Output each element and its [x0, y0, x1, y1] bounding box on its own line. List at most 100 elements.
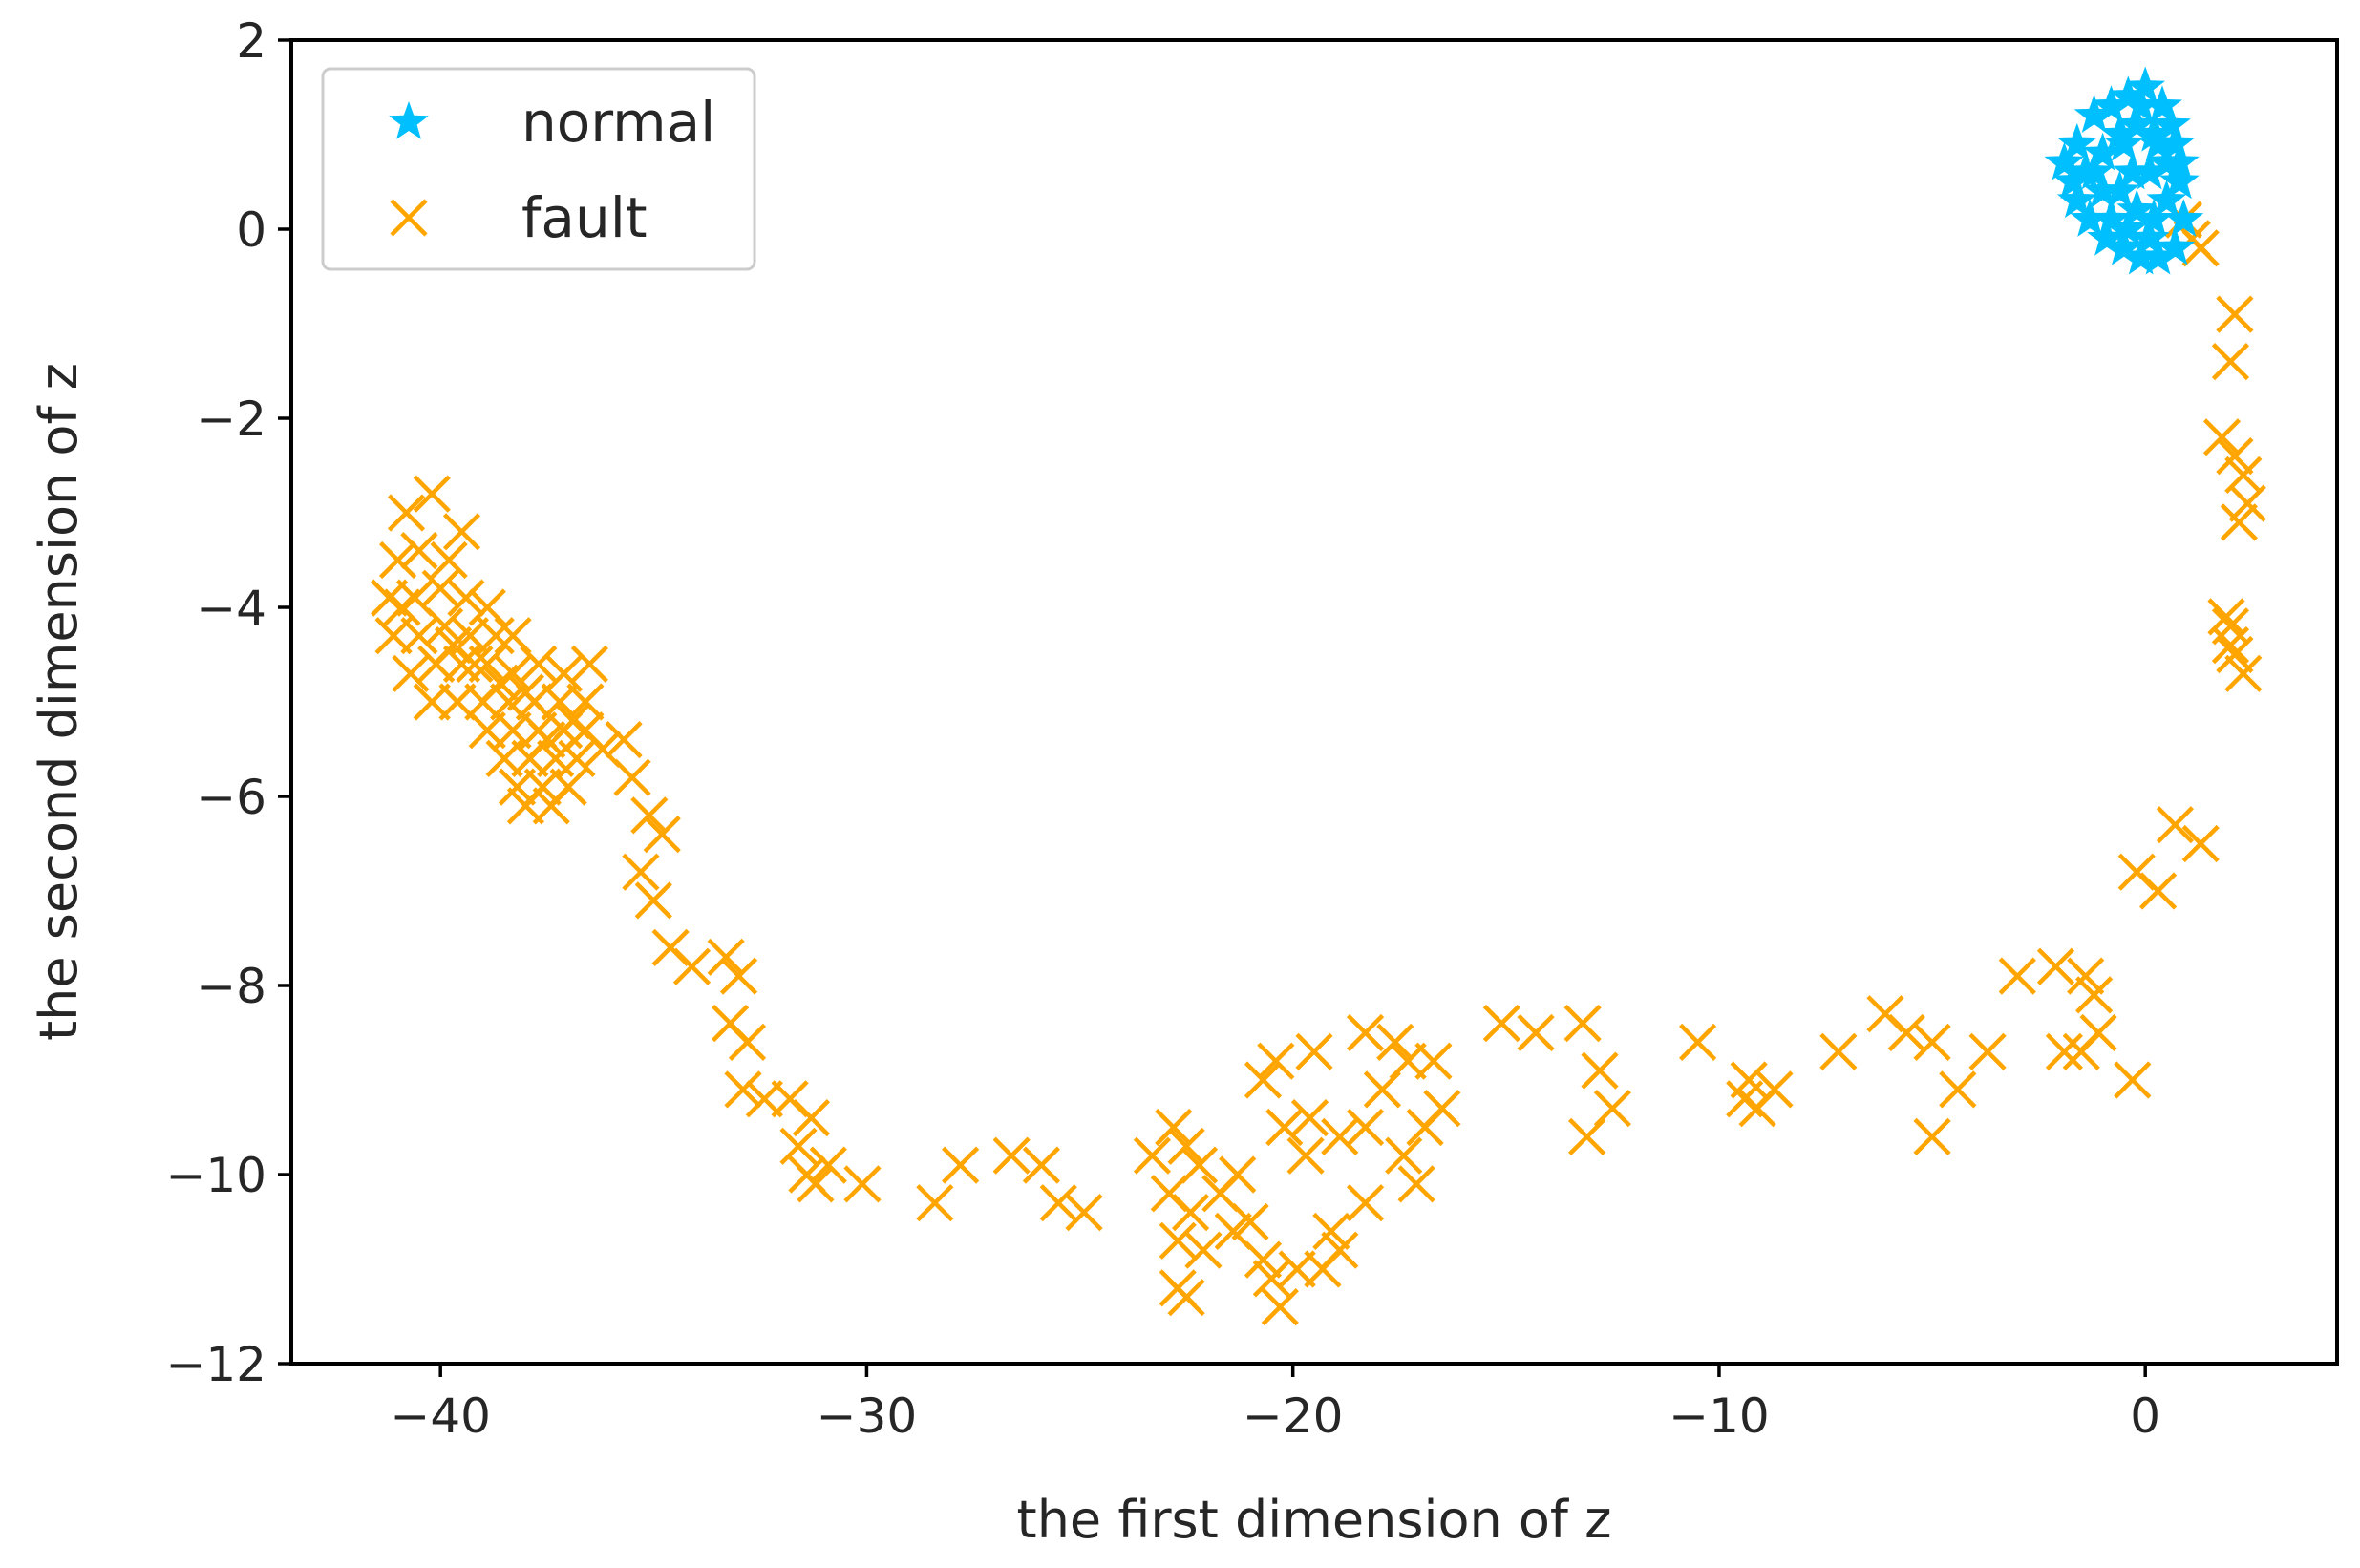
data-point-fault [2114, 1061, 2152, 1099]
data-point-fault [400, 617, 438, 655]
data-point-fault [1167, 1127, 1205, 1165]
data-point-fault [468, 645, 506, 683]
data-point-fault [506, 673, 545, 711]
x-tick-label: −40 [390, 1388, 491, 1444]
data-point-fault [643, 816, 681, 854]
data-point-normal [2116, 104, 2158, 142]
data-point-normal [2125, 66, 2166, 105]
data-point-fault [430, 540, 468, 580]
data-point-fault [605, 721, 643, 759]
data-point-fault [1385, 1136, 1423, 1175]
data-point-fault [2156, 806, 2195, 844]
legend-x-glyph [390, 199, 428, 237]
data-point-fault [528, 721, 566, 759]
data-point-fault [442, 513, 481, 551]
data-point-fault [2216, 295, 2254, 333]
data-point-fault [2224, 654, 2263, 692]
data-point-fault [2045, 1032, 2083, 1070]
data-point-fault [634, 881, 672, 920]
data-point-normal [2104, 122, 2144, 161]
data-point-fault [413, 475, 451, 513]
data-point-fault [1184, 1231, 1223, 1269]
data-point-fault [1423, 1090, 1461, 1128]
data-point-fault [728, 1023, 767, 1061]
data-point-normal [2155, 226, 2196, 265]
data-point-fault [1295, 1032, 1333, 1070]
data-point-fault [1568, 1117, 1606, 1155]
data-point-fault [1133, 1136, 1172, 1175]
data-point-normal [2091, 85, 2132, 124]
data-point-fault [1346, 1108, 1385, 1147]
data-point-normal [2146, 180, 2187, 219]
data-point-fault [2181, 824, 2220, 863]
data-point-fault [1517, 1013, 1555, 1052]
data-point-fault [1231, 1202, 1269, 1241]
data-point-fault [724, 1070, 762, 1109]
data-point-normal [2159, 160, 2200, 200]
data-point-fault [570, 645, 608, 683]
x-axis-label: the first dimension of z [1017, 1490, 1612, 1550]
data-point-normal [2159, 141, 2200, 180]
y-tick-label: 0 [236, 202, 266, 258]
data-point-fault [1180, 1146, 1219, 1184]
data-point-fault [1244, 1061, 1283, 1099]
data-point-fault [1065, 1194, 1103, 1232]
data-point-fault [378, 540, 417, 580]
legend-label-normal: normal [521, 90, 715, 155]
legend: normal fault [321, 67, 756, 271]
data-point-fault [1290, 1099, 1329, 1137]
data-point-fault [481, 664, 520, 702]
data-point-fault [2207, 598, 2245, 636]
data-point-fault [2220, 503, 2258, 541]
data-point-fault [477, 617, 515, 655]
data-point-fault [797, 1165, 835, 1203]
data-point-fault [1214, 1212, 1252, 1250]
data-point-fault [843, 1165, 882, 1203]
data-point-fault [387, 494, 426, 532]
data-point-fault [532, 787, 570, 825]
data-point-fault [1321, 1117, 1359, 1155]
data-point-fault [1257, 1042, 1295, 1080]
data-point-fault [707, 938, 745, 976]
data-point-fault [383, 588, 421, 626]
data-point-fault [1819, 1032, 1858, 1070]
data-point-normal [2134, 114, 2174, 152]
data-point-fault [792, 1099, 831, 1137]
data-point-normal [2137, 122, 2179, 161]
data-point-fault [553, 702, 592, 740]
data-point-normal [2163, 199, 2204, 237]
data-point-normal [2073, 95, 2115, 133]
data-point-fault [426, 607, 464, 646]
legend-marker-fault-x-icon [390, 199, 428, 237]
x-tick-label: −20 [1243, 1388, 1344, 1444]
data-point-fault [1887, 1013, 1925, 1052]
legend-label-fault: fault [521, 185, 648, 250]
x-tick-label: −30 [817, 1388, 918, 1444]
data-point-normal [2134, 199, 2174, 237]
data-point-normal [2056, 122, 2097, 161]
data-point-fault [2138, 872, 2178, 910]
data-point-normal [2070, 199, 2111, 237]
data-point-normal [2052, 160, 2094, 200]
data-point-fault [630, 796, 669, 835]
data-point-normal [2116, 189, 2158, 227]
data-point-fault [719, 957, 758, 995]
data-point-fault [1346, 1184, 1385, 1222]
data-point-fault [1286, 1136, 1325, 1175]
data-point-normal [2151, 104, 2191, 142]
data-point-fault [1039, 1184, 1077, 1222]
data-point-fault [1939, 1070, 1977, 1109]
data-point-fault [1167, 1279, 1205, 1317]
data-point-fault [2067, 957, 2105, 995]
data-point-fault [1022, 1146, 1060, 1184]
data-point-normal [2129, 217, 2170, 256]
data-point-fault [613, 758, 651, 796]
y-tick-label: −10 [165, 1148, 266, 1203]
data-point-fault [809, 1146, 847, 1184]
data-point-fault [1482, 1005, 1520, 1043]
data-point-fault [672, 947, 712, 985]
data-point-fault [520, 645, 558, 683]
data-point-fault [1244, 1240, 1283, 1279]
